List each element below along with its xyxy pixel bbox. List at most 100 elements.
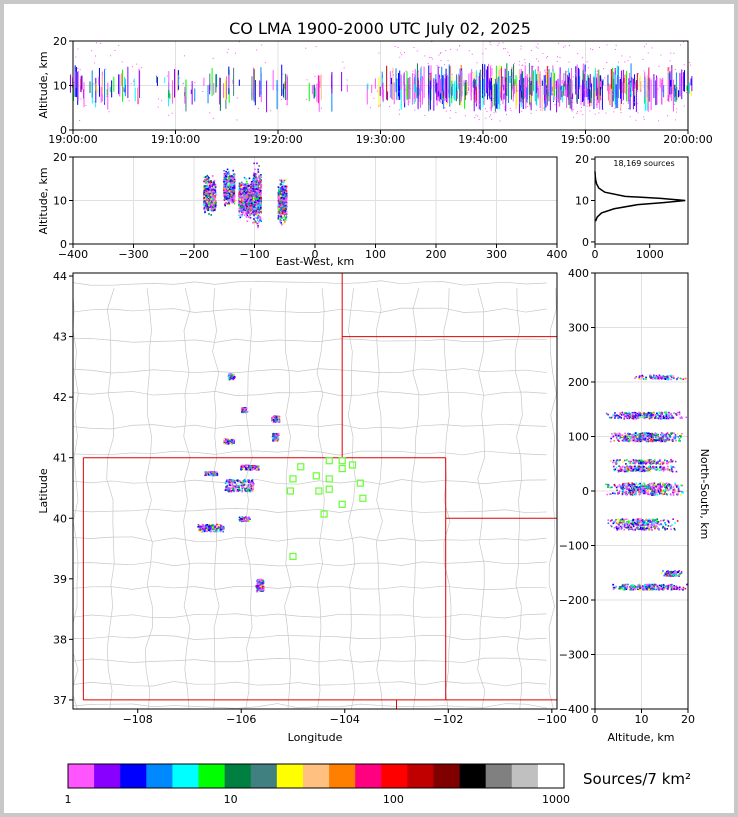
time-altitude-source bbox=[524, 58, 526, 60]
time-altitude-source bbox=[127, 66, 129, 99]
eastwest-source bbox=[212, 185, 215, 188]
eastwest-source bbox=[253, 220, 255, 223]
time-altitude-source bbox=[672, 79, 674, 112]
eastwest-source bbox=[248, 207, 250, 209]
time-altitude-source bbox=[395, 68, 397, 93]
plan-view-source bbox=[218, 524, 221, 527]
eastwest-source bbox=[203, 190, 206, 193]
eastwest-source bbox=[256, 188, 258, 190]
plan-view-source bbox=[228, 439, 230, 441]
time-altitude-source bbox=[547, 66, 549, 68]
time-altitude-source bbox=[681, 69, 683, 100]
time-altitude-source bbox=[603, 68, 605, 70]
eastwest-source bbox=[207, 189, 210, 192]
time-altitude-source bbox=[486, 110, 488, 112]
time-altitude-source bbox=[139, 70, 141, 98]
time-altitude-source bbox=[427, 110, 429, 112]
eastwest-source bbox=[208, 188, 211, 190]
time-altitude-source bbox=[264, 62, 266, 64]
time-altitude-source bbox=[589, 88, 591, 103]
eastwest-source bbox=[213, 179, 216, 182]
eastwest-source bbox=[223, 175, 225, 177]
time-altitude-source bbox=[440, 79, 442, 94]
time-altitude-source bbox=[564, 73, 566, 75]
eastwest-source bbox=[233, 198, 236, 200]
altitude-tick-label: 0 bbox=[60, 124, 67, 137]
eastwest-source bbox=[205, 188, 208, 190]
time-altitude-source bbox=[457, 83, 459, 92]
eastwest-source bbox=[240, 184, 243, 186]
eastwest-source bbox=[244, 184, 247, 186]
eastwest-source bbox=[226, 168, 229, 171]
eastwest-source bbox=[211, 187, 214, 190]
eastwest-source bbox=[253, 194, 256, 197]
plan-view-source bbox=[228, 373, 230, 376]
time-altitude-source bbox=[601, 98, 603, 100]
plan-view-source bbox=[207, 471, 210, 473]
time-altitude-source bbox=[435, 79, 437, 92]
time-altitude-source bbox=[77, 67, 79, 69]
eastwest-source bbox=[203, 180, 205, 183]
eastwest-source bbox=[228, 190, 231, 193]
time-altitude-source bbox=[441, 66, 443, 100]
time-altitude-source bbox=[191, 82, 193, 84]
time-altitude-source bbox=[113, 76, 115, 92]
plan-view-source bbox=[271, 420, 274, 423]
time-altitude-source bbox=[398, 91, 400, 93]
plan-view-source bbox=[225, 438, 228, 441]
time-altitude-source bbox=[537, 47, 539, 49]
eastwest-source bbox=[284, 198, 286, 201]
time-altitude-source bbox=[400, 52, 402, 54]
time-altitude-source bbox=[683, 70, 685, 92]
eastwest-source bbox=[228, 177, 230, 180]
time-altitude-source bbox=[464, 93, 466, 101]
eastwest-source bbox=[223, 193, 226, 196]
time-altitude-source bbox=[253, 68, 255, 102]
time-altitude-source bbox=[613, 79, 615, 100]
eastwest-source bbox=[203, 202, 205, 205]
eastwest-source bbox=[214, 183, 217, 186]
eastwest-source bbox=[252, 198, 255, 200]
plan-view-source bbox=[245, 411, 247, 413]
plan-view-source bbox=[206, 472, 208, 474]
eastwest-source bbox=[257, 207, 260, 210]
eastwest-source bbox=[227, 193, 230, 196]
time-altitude-source bbox=[535, 81, 537, 83]
plan-view-source bbox=[207, 472, 209, 475]
time-altitude-panel: 19:00:00 19:10:00 19:20:00 19:30:00 19:40:00… bbox=[48, 35, 712, 146]
time-altitude-source bbox=[75, 66, 77, 98]
time-altitude-source bbox=[541, 79, 543, 112]
altitude-tick-label: 10 bbox=[53, 195, 67, 208]
eastwest-source bbox=[245, 195, 247, 198]
time-altitude-source bbox=[620, 112, 622, 114]
eastwest-source bbox=[241, 195, 244, 197]
eastwest-source bbox=[249, 197, 251, 199]
time-altitude-source bbox=[407, 78, 409, 106]
plan-view-source bbox=[237, 485, 239, 487]
time-altitude-source bbox=[643, 81, 645, 83]
eastwest-source bbox=[246, 209, 249, 212]
time-altitude-source bbox=[683, 105, 685, 107]
plan-view-source bbox=[256, 469, 258, 471]
time-altitude-source bbox=[556, 97, 558, 99]
time-altitude-source bbox=[464, 83, 466, 109]
eastwest-source bbox=[255, 200, 258, 203]
eastwest-source bbox=[278, 192, 280, 195]
time-tick-label: 19:30:00 bbox=[356, 133, 405, 146]
plan-view-source bbox=[230, 373, 232, 375]
eastwest-source bbox=[241, 214, 243, 217]
plan-view-source bbox=[212, 474, 215, 477]
time-altitude-source bbox=[285, 73, 287, 101]
time-altitude-source bbox=[645, 43, 647, 45]
eastwest-source bbox=[280, 187, 283, 190]
eastwest-source bbox=[226, 191, 228, 194]
time-altitude-source bbox=[544, 105, 546, 107]
eastwest-source bbox=[247, 211, 250, 213]
eastwest-source bbox=[255, 189, 258, 192]
time-altitude-source bbox=[392, 67, 394, 100]
eastwest-source bbox=[245, 212, 247, 214]
time-altitude-source bbox=[561, 88, 563, 103]
eastwest-source bbox=[280, 216, 282, 218]
time-altitude-source bbox=[156, 77, 158, 86]
time-altitude-source bbox=[546, 77, 548, 106]
